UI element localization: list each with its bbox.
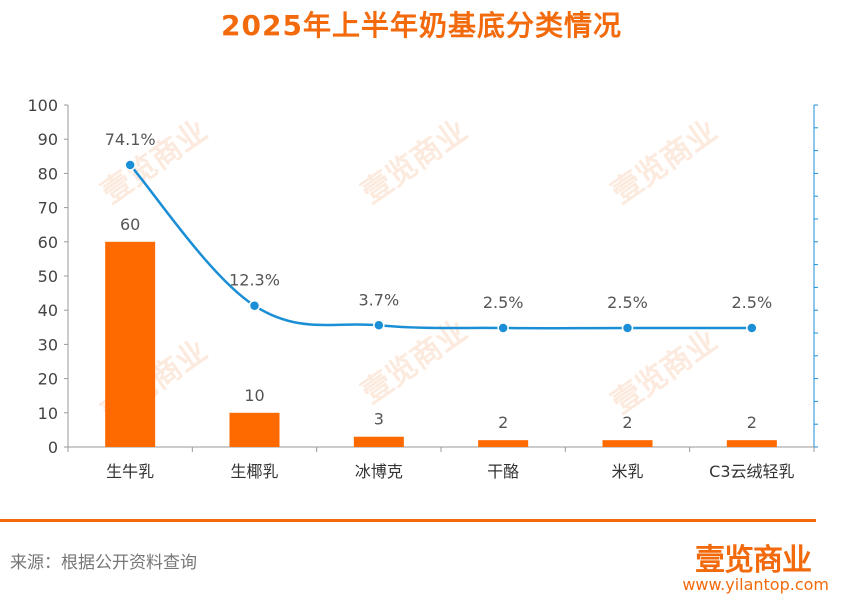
bar	[602, 440, 653, 447]
y-tick-label: 40	[38, 301, 58, 320]
bar-value-label: 3	[374, 410, 384, 429]
y-tick-label: 30	[38, 335, 58, 354]
share-label: 3.7%	[359, 290, 400, 309]
y-tick-label: 100	[27, 96, 58, 115]
x-tick-label: 冰博克	[355, 462, 403, 481]
share-label: 2.5%	[483, 293, 524, 312]
x-tick-label: 生椰乳	[230, 462, 278, 481]
bar	[353, 436, 404, 447]
share-point	[746, 322, 758, 334]
share-line	[129, 164, 752, 330]
y-tick-label: 20	[38, 370, 58, 389]
share-label: 2.5%	[732, 293, 773, 312]
share-point	[124, 159, 136, 171]
x-tick-label: 米乳	[611, 462, 643, 481]
share-point	[373, 319, 385, 332]
share-point	[497, 322, 509, 334]
bar-value-label: 2	[622, 413, 632, 432]
watermark: 壹览商业	[605, 323, 723, 420]
share-label: 2.5%	[607, 293, 648, 312]
y-tick-label: 90	[38, 130, 58, 149]
bar-value-label: 2	[498, 413, 508, 432]
bar-value-label: 60	[120, 215, 140, 234]
share-label: 12.3%	[229, 271, 280, 290]
share-point	[248, 299, 261, 312]
y-tick-label: 0	[48, 438, 58, 457]
bar	[105, 241, 156, 447]
y-tick-label: 10	[38, 404, 58, 423]
bar	[478, 440, 529, 447]
x-tick-label: 生牛乳	[106, 462, 154, 481]
source-note: 来源：根据公开资料查询	[10, 553, 197, 573]
y-tick-label: 80	[38, 164, 58, 183]
bar-value-label: 2	[747, 413, 757, 432]
bar-value-label: 10	[244, 386, 264, 405]
bar	[229, 412, 280, 447]
watermark: 壹览商业	[605, 113, 723, 210]
share-point	[621, 322, 634, 334]
chart-title: 2025年上半年奶基底分类情况	[221, 9, 622, 42]
y-tick-label: 50	[38, 267, 58, 286]
brand-logo: 壹览商业	[695, 543, 812, 578]
share-label: 74.1%	[105, 130, 156, 149]
y-tick-label: 70	[38, 199, 58, 218]
chart-area: 壹览商业壹览商业壹览商业壹览商业壹览商业壹览商业0102030405060708…	[27, 96, 818, 481]
watermark: 壹览商业	[355, 113, 473, 210]
site-url: www.yilantop.com	[682, 575, 829, 594]
x-tick-label: C3云绒轻乳	[709, 462, 794, 481]
footer-divider	[0, 519, 816, 522]
bar	[726, 440, 777, 447]
y-tick-label: 60	[38, 233, 58, 252]
x-tick-label: 干酪	[487, 462, 519, 481]
